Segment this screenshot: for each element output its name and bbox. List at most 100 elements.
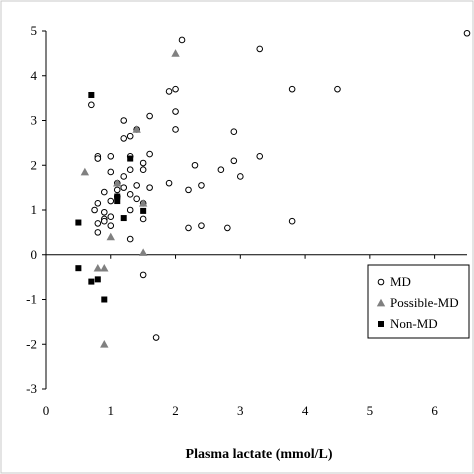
md-point: [120, 135, 128, 142]
x-tick-label: 1: [108, 403, 115, 418]
non-md-point: [114, 198, 121, 205]
md-point: [172, 126, 179, 133]
md-point: [256, 45, 264, 53]
possible-md-point: [132, 125, 141, 133]
md-point: [191, 161, 199, 169]
md-point: [107, 197, 115, 205]
possible-md-point: [100, 340, 109, 348]
series-group: [75, 91, 147, 303]
legend-marker: [377, 278, 385, 286]
legend-marker: [376, 298, 386, 307]
possible-md-point: [113, 178, 122, 187]
md-point: [126, 235, 134, 243]
md-point: [139, 159, 147, 167]
md-point: [139, 166, 147, 174]
md-point: [94, 199, 102, 207]
md-point: [94, 229, 102, 236]
md-point: [133, 182, 140, 189]
y-ticks: -3 -2 -1 0 1 2 3 4 5: [26, 23, 46, 396]
non-md-point: [140, 207, 147, 214]
md-point: [91, 206, 98, 214]
md-point: [172, 108, 179, 115]
possible-md-point: [138, 199, 148, 207]
non-md-point: [75, 219, 82, 226]
md-point: [107, 213, 115, 221]
legend-label: Possible-MD: [390, 295, 459, 310]
md-point: [133, 195, 140, 203]
non-md-point: [88, 278, 95, 285]
md-point: [120, 173, 128, 180]
md-point: [107, 168, 115, 176]
y-tick-label: -3: [26, 381, 37, 396]
x-ticks: 0 1 2 3 4 5 6: [43, 254, 438, 418]
md-point: [224, 224, 231, 232]
md-point: [146, 184, 153, 191]
legend-box: [367, 264, 470, 339]
x-tick-label: 3: [237, 403, 244, 418]
possible-md-point: [138, 248, 148, 256]
md-point: [463, 29, 471, 37]
md-point: [88, 101, 95, 109]
md-point: [230, 157, 238, 165]
md-point: [120, 184, 128, 191]
md-point: [288, 85, 296, 93]
md-point: [185, 186, 192, 194]
non-md-point: [120, 215, 127, 222]
md-point: [100, 208, 108, 216]
possible-md-point: [80, 167, 90, 176]
legend-marker: [378, 321, 384, 327]
non-md-point: [101, 296, 108, 303]
possible-md-point: [106, 232, 115, 241]
y-tick-label: -1: [26, 292, 37, 307]
md-point: [165, 88, 173, 95]
md-point: [100, 217, 108, 225]
md-point: [107, 222, 115, 229]
non-md-point: [75, 265, 82, 272]
md-point: [120, 117, 128, 124]
md-point: [185, 224, 192, 232]
md-point: [198, 182, 205, 189]
x-tick-label: 0: [43, 403, 50, 418]
x-tick-label: 5: [367, 403, 374, 418]
md-point: [230, 128, 238, 135]
md-point: [165, 179, 173, 187]
md-point: [334, 85, 341, 93]
y-tick-label: 2: [31, 157, 38, 172]
non-md-point: [127, 155, 134, 162]
x-tick-label: 2: [172, 403, 179, 418]
md-point: [256, 153, 264, 160]
non-md-point: [114, 193, 121, 200]
md-point: [113, 186, 121, 194]
legend-label: Non-MD: [390, 316, 438, 331]
y-tick-label: 1: [31, 202, 38, 217]
x-axis-title: Plasma lactate (mmol/L): [186, 447, 333, 462]
md-point: [94, 155, 102, 162]
md-point: [217, 166, 225, 174]
possible-md-point: [171, 49, 180, 57]
y-tick-label: 4: [31, 68, 38, 83]
possible-md-point: [100, 263, 109, 272]
md-point: [237, 173, 244, 180]
md-point: [139, 271, 147, 279]
md-point: [107, 153, 115, 160]
series-group: [80, 49, 180, 348]
md-point: [178, 36, 186, 44]
legend: MD Possible-MD Non-MD: [367, 264, 470, 339]
legend-label: MD: [390, 274, 411, 289]
data-points: [75, 29, 471, 348]
md-point: [172, 85, 179, 93]
x-tick-label: 4: [302, 403, 309, 418]
md-point: [146, 112, 153, 120]
md-point: [126, 206, 134, 214]
md-point: [94, 220, 102, 227]
md-point: [126, 132, 134, 140]
series-group: [88, 29, 471, 341]
y-tick-label: 3: [31, 113, 38, 128]
x-tick-label: 6: [431, 403, 438, 418]
y-tick-label: 5: [31, 23, 38, 38]
md-point: [198, 222, 205, 229]
md-point: [146, 150, 153, 158]
y-tick-label: -2: [26, 336, 37, 351]
